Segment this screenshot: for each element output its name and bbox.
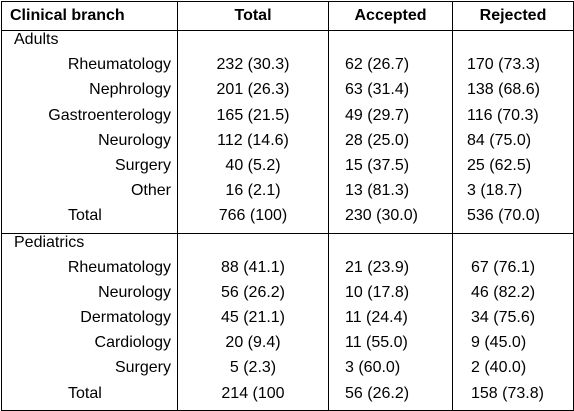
rejected-cell: 158 (73.8) [471,384,544,402]
section-adults: Adults Rheumatology Nephrology Gastroent… [1,30,574,234]
branch-label: Other [130,182,171,200]
branch-label: Nephrology [89,81,171,99]
total-cell: 112 (14.6) [217,131,289,149]
rejected-cell: 9 (45.0) [471,334,527,352]
branch-label: Dermatology [80,309,171,327]
rejected-cell: 3 (18.7) [467,182,523,200]
accepted-cell: 230 (30.0) [345,207,418,225]
adults-accepted-column: 62 (26.7) 63 (31.4) 49 (29.7) 28 (25.0) … [328,30,453,234]
rejected-cell: 34 (75.6) [471,309,536,327]
branch-label: Gastroenterology [48,106,171,124]
total-cell: 56 (26.2) [220,283,286,301]
accepted-cell: 10 (17.8) [345,283,410,301]
total-cell: 165 (21.5) [216,106,290,124]
rejected-cell: 84 (75.0) [467,131,532,149]
total-cell: 20 (9.4) [225,334,281,352]
header-clinical-branch: Clinical branch [1,1,178,31]
section-title-pediatrics: Pediatrics [14,233,85,251]
header-total: Total [177,1,329,31]
total-cell: 40 (5.2) [225,156,281,174]
total-cell: 16 (2.1) [225,182,281,200]
branch-label-total: Total [68,207,102,225]
total-cell: 88 (41.1) [220,258,286,276]
pediatrics-branch-column: Pediatrics Rheumatology Neurology Dermat… [1,232,178,411]
total-cell: 214 (100 [221,384,285,402]
header-rejected: Rejected [452,1,574,31]
total-cell: 5 (2.3) [229,359,277,377]
branch-label-total: Total [68,384,102,402]
accepted-cell: 62 (26.7) [345,56,410,74]
accepted-cell: 13 (81.3) [345,182,410,200]
rejected-cell: 138 (68.6) [467,81,540,99]
rejected-cell: 116 (70.3) [467,106,539,124]
total-cell: 45 (21.1) [220,309,286,327]
accepted-cell: 49 (29.7) [345,106,410,124]
pediatrics-rejected-column: 67 (76.1) 46 (82.2) 34 (75.6) 9 (45.0) 2… [452,232,574,411]
header-row: Clinical branch Total Accepted Rejected [1,1,574,31]
accepted-cell: 11 (55.0) [345,334,408,352]
branch-label: Surgery [114,156,171,174]
branch-label: Surgery [114,359,171,377]
adults-total-column: 232 (30.3) 201 (26.3) 165 (21.5) 112 (14… [177,30,329,234]
branch-label: Cardiology [94,334,171,352]
rejected-cell: 25 (62.5) [467,156,532,174]
branch-label: Rheumatology [67,258,171,276]
section-pediatrics: Pediatrics Rheumatology Neurology Dermat… [1,232,574,411]
branch-label: Rheumatology [67,56,171,74]
accepted-cell: 15 (37.5) [345,156,410,174]
pediatrics-total-column: 88 (41.1) 56 (26.2) 45 (21.1) 20 (9.4) 5… [177,232,329,411]
branch-label: Neurology [98,283,171,301]
rejected-cell: 46 (82.2) [471,283,536,301]
total-cell: 766 (100) [218,207,288,225]
accepted-cell: 3 (60.0) [345,359,401,377]
accepted-cell: 28 (25.0) [345,131,410,149]
section-title-adults: Adults [14,31,59,48]
rejected-cell: 67 (76.1) [471,258,536,276]
rejected-cell: 536 (70.0) [467,207,540,225]
branch-label: Neurology [98,131,171,149]
accepted-cell: 56 (26.2) [345,384,410,402]
adults-branch-column: Adults Rheumatology Nephrology Gastroent… [1,30,178,234]
header-accepted: Accepted [328,1,453,31]
total-cell: 201 (26.3) [216,81,290,99]
accepted-cell: 21 (23.9) [345,258,410,276]
total-cell: 232 (30.3) [216,56,290,74]
pediatrics-accepted-column: 21 (23.9) 10 (17.8) 11 (24.4) 11 (55.0) … [328,232,453,411]
accepted-cell: 11 (24.4) [345,309,408,327]
rejected-cell: 2 (40.0) [471,359,527,377]
rejected-cell: 170 (73.3) [467,56,540,74]
accepted-cell: 63 (31.4) [345,81,410,99]
adults-rejected-column: 170 (73.3) 138 (68.6) 116 (70.3) 84 (75.… [452,30,574,234]
